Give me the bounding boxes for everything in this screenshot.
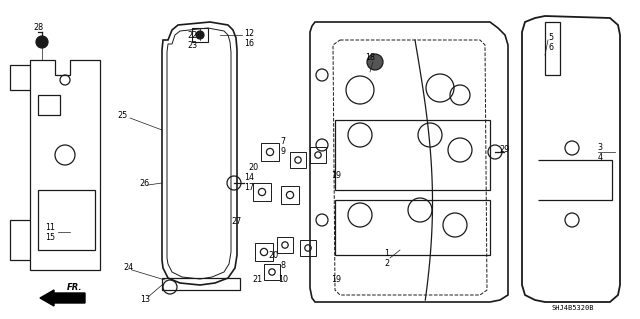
Text: 24: 24	[123, 263, 133, 272]
Text: 29: 29	[499, 145, 509, 154]
Text: 23: 23	[187, 41, 197, 50]
Text: 15: 15	[45, 234, 55, 242]
Text: 17: 17	[244, 183, 254, 192]
Text: 14: 14	[244, 174, 254, 182]
FancyArrow shape	[40, 290, 85, 306]
Text: 28: 28	[33, 24, 43, 33]
Text: 10: 10	[278, 276, 288, 285]
Text: FR.: FR.	[67, 283, 83, 292]
Text: 3: 3	[598, 144, 602, 152]
Text: 5: 5	[548, 33, 554, 42]
Text: 26: 26	[139, 179, 149, 188]
Text: 9: 9	[280, 147, 285, 157]
Text: 19: 19	[331, 170, 341, 180]
Text: 6: 6	[548, 43, 554, 53]
Circle shape	[36, 36, 48, 48]
Text: 1: 1	[385, 249, 390, 257]
Text: 11: 11	[45, 224, 55, 233]
Text: 20: 20	[248, 164, 258, 173]
Text: 22: 22	[187, 32, 197, 41]
Text: 16: 16	[244, 39, 254, 48]
Text: 18: 18	[365, 54, 375, 63]
Text: 7: 7	[280, 137, 285, 146]
Text: SHJ4B5320B: SHJ4B5320B	[552, 305, 595, 311]
Text: 4: 4	[598, 153, 602, 162]
Text: 20: 20	[268, 250, 278, 259]
Circle shape	[367, 54, 383, 70]
Text: 2: 2	[385, 258, 390, 268]
Text: 27: 27	[232, 218, 242, 226]
Text: 8: 8	[280, 261, 285, 270]
Circle shape	[196, 31, 204, 39]
Text: 13: 13	[140, 295, 150, 305]
Text: 12: 12	[244, 28, 254, 38]
Text: 25: 25	[117, 110, 127, 120]
Text: 21: 21	[252, 276, 262, 285]
Text: 19: 19	[331, 276, 341, 285]
